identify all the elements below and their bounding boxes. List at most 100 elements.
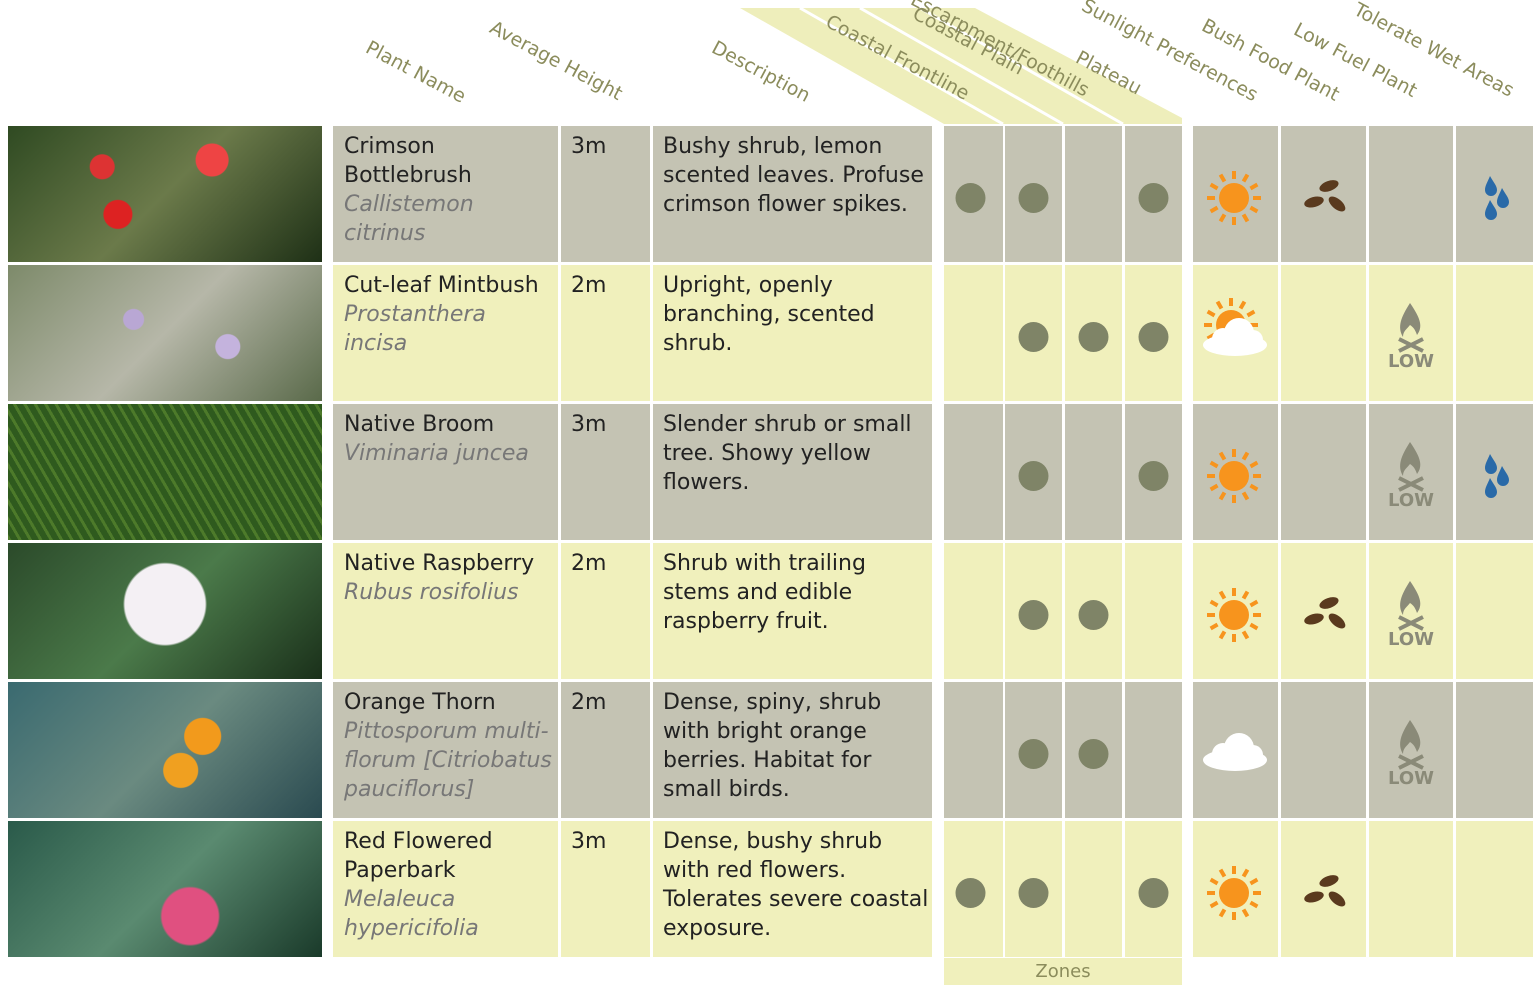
average-height: 3m (571, 829, 607, 854)
cell (561, 543, 650, 679)
zone-dot (1018, 739, 1049, 769)
low-label: LOW (1388, 629, 1434, 650)
zone-cell (1125, 821, 1182, 957)
plant-name: Native Broom (344, 412, 495, 437)
sunlight-icon (1207, 866, 1261, 920)
zone-cell (944, 265, 1003, 401)
zone-cell (1005, 265, 1062, 401)
icon-cell (1456, 821, 1533, 957)
zone-cell (1005, 682, 1062, 818)
icon-cell (1456, 126, 1533, 262)
description: Shrub with trailing stems and edible ras… (663, 551, 866, 634)
scientific-name: Callistemon citrinus (344, 192, 474, 246)
icon-cell (1456, 543, 1533, 679)
icon-cell (1281, 404, 1366, 540)
scientific-name: Viminaria juncea (344, 441, 529, 466)
scientific-name: Rubus rosifolius (344, 580, 519, 605)
zone-dot (1018, 322, 1049, 352)
average-height: 3m (571, 412, 607, 437)
zone-cell (944, 682, 1003, 818)
cell (653, 821, 932, 957)
zone-cell (1005, 404, 1062, 540)
plant-name: Cut-leaf Mintbush (344, 273, 539, 298)
sunlight-icon (1207, 588, 1261, 642)
cell (333, 126, 558, 262)
zone-dot (1138, 878, 1169, 908)
zone-dot (1138, 461, 1169, 491)
cell (333, 404, 558, 540)
cell (561, 404, 650, 540)
low-fuel-icon (1398, 442, 1424, 492)
cell (333, 265, 558, 401)
zone-header-band (740, 6, 1182, 126)
average-height: 2m (571, 273, 607, 298)
icon-cell: LOW (1369, 265, 1453, 401)
zone-dot (1018, 878, 1049, 908)
zone-cell (1125, 126, 1182, 262)
icon-cell (1193, 821, 1278, 957)
average-height: 2m (571, 551, 607, 576)
zone-cell (1125, 543, 1182, 679)
icon-cell: LOW (1369, 404, 1453, 540)
zone-dot (1078, 322, 1109, 352)
plant-photo (8, 682, 322, 818)
description: Upright, openly branching, scented shrub… (663, 273, 875, 356)
cell (653, 682, 932, 818)
zone-cell (1005, 543, 1062, 679)
zone-dot (1078, 739, 1109, 769)
wet-areas-icon (1485, 454, 1509, 498)
zone-dot (1138, 322, 1169, 352)
scientific-name: Prostanthera incisa (344, 302, 486, 356)
cell (653, 126, 932, 262)
zone-cell (1065, 682, 1122, 818)
zone-dot (1018, 183, 1049, 213)
icon-cell (1281, 543, 1366, 679)
low-label: LOW (1388, 351, 1434, 372)
zone-cell (1065, 404, 1122, 540)
cell (333, 543, 558, 679)
low-label: LOW (1388, 490, 1434, 511)
sunlight-icon (1207, 449, 1261, 503)
cell (333, 821, 558, 957)
plant-photo (8, 404, 322, 540)
icon-cell (1456, 265, 1533, 401)
icon-cell (1193, 404, 1278, 540)
cell (561, 682, 650, 818)
plant-photo (8, 543, 322, 679)
icon-cell (1193, 265, 1278, 401)
zone-dot (1018, 600, 1049, 630)
zone-cell (944, 821, 1003, 957)
cell (561, 821, 650, 957)
bush-food-icon (1304, 180, 1346, 212)
plant-name: Red Flowered Paperbark (344, 829, 493, 883)
icon-cell (1281, 682, 1366, 818)
average-height: 3m (571, 134, 607, 159)
description: Bushy shrub, lemon scented leaves. Profu… (663, 134, 924, 217)
zone-cell (944, 126, 1003, 262)
cell (653, 543, 932, 679)
zone-cell (1065, 543, 1122, 679)
icon-cell (1281, 265, 1366, 401)
cell (333, 682, 558, 818)
plant-name: Crimson Bottlebrush (344, 134, 472, 188)
zone-cell (1125, 682, 1182, 818)
icon-cell (1281, 821, 1366, 957)
plant-photo (8, 265, 322, 401)
zone-dot (1078, 600, 1109, 630)
sunlight-icon (1203, 733, 1267, 771)
icon-cell (1193, 543, 1278, 679)
wet-areas-icon (1485, 176, 1509, 220)
icon-cell: LOW (1369, 682, 1453, 818)
plant-name: Orange Thorn (344, 690, 496, 715)
icon-cell (1369, 126, 1453, 262)
icon-cell: LOW (1369, 543, 1453, 679)
bush-food-icon (1304, 875, 1346, 907)
zone-cell (1005, 821, 1062, 957)
icon-cell (1456, 404, 1533, 540)
cell (561, 126, 650, 262)
zone-cell (1005, 126, 1062, 262)
sunlight-icon (1207, 171, 1261, 225)
zone-cell (944, 543, 1003, 679)
zone-cell (1065, 265, 1122, 401)
icon-cell (1193, 682, 1278, 818)
